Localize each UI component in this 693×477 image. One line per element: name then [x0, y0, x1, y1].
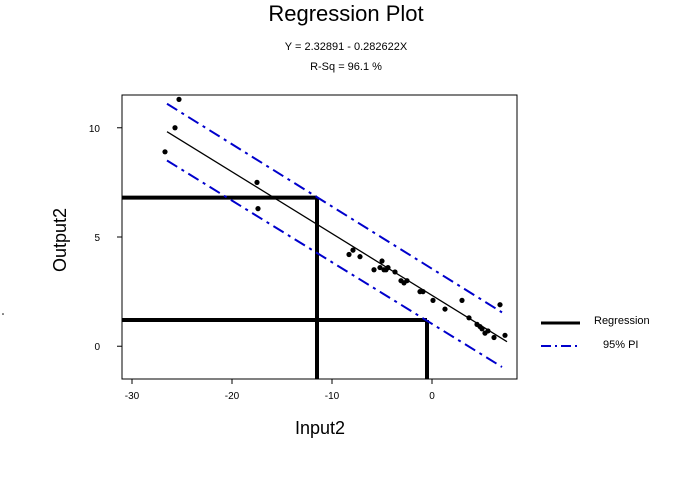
data-point: [377, 264, 383, 271]
regression-line: [166, 131, 508, 343]
legend-regression-label: Regression: [594, 315, 650, 327]
data-point: [172, 125, 178, 131]
data-point: [371, 267, 377, 273]
x-axis-label: Input2: [295, 418, 345, 438]
pi-upper-line: [166, 102, 503, 314]
data-points: [162, 96, 508, 341]
data-point: [404, 278, 410, 284]
regression-lines: [166, 102, 508, 368]
data-point: [357, 254, 363, 260]
data-point: [162, 149, 168, 155]
data-point: [479, 326, 485, 332]
legend-pi-label: 95% PI: [603, 339, 638, 351]
x-tick-label: -10: [325, 391, 340, 402]
axis-ticks: -30 -20 -10 0 0 5 10: [89, 124, 435, 402]
data-point: [176, 96, 182, 102]
x-tick-label: 0: [429, 391, 435, 402]
y-tick-label: 5: [94, 233, 100, 244]
x-tick-label: -20: [225, 391, 240, 402]
reference-lines: [122, 195, 429, 379]
y-axis-label: Output2: [50, 208, 70, 272]
chart-title: Regression Plot: [268, 1, 423, 26]
plot-frame: [121, 94, 518, 380]
y-tick-label: 10: [89, 124, 101, 135]
data-point: [442, 306, 448, 312]
data-point: [255, 206, 261, 212]
pi-lower-line: [166, 159, 503, 368]
y-tick-label: 0: [94, 342, 100, 353]
regression-equation: Y = 2.32891 - 0.282622X: [285, 41, 408, 53]
x-tick-label: -30: [125, 391, 140, 402]
data-point: [502, 332, 508, 338]
data-point: [350, 247, 356, 253]
data-point: [491, 334, 497, 341]
r-squared-label: R-Sq = 96.1 %: [310, 61, 382, 73]
data-point: [379, 258, 385, 264]
data-point: [385, 264, 391, 271]
data-point: [420, 289, 426, 295]
data-point: [346, 251, 352, 258]
data-point: [392, 269, 398, 275]
data-point: [430, 297, 436, 303]
data-point: [459, 297, 465, 303]
data-point: [466, 315, 472, 321]
stray-dot: [2, 313, 4, 315]
data-point: [497, 302, 503, 308]
legend: Regression 95% PI: [541, 315, 650, 351]
data-point: [254, 179, 260, 185]
data-point: [485, 328, 491, 334]
